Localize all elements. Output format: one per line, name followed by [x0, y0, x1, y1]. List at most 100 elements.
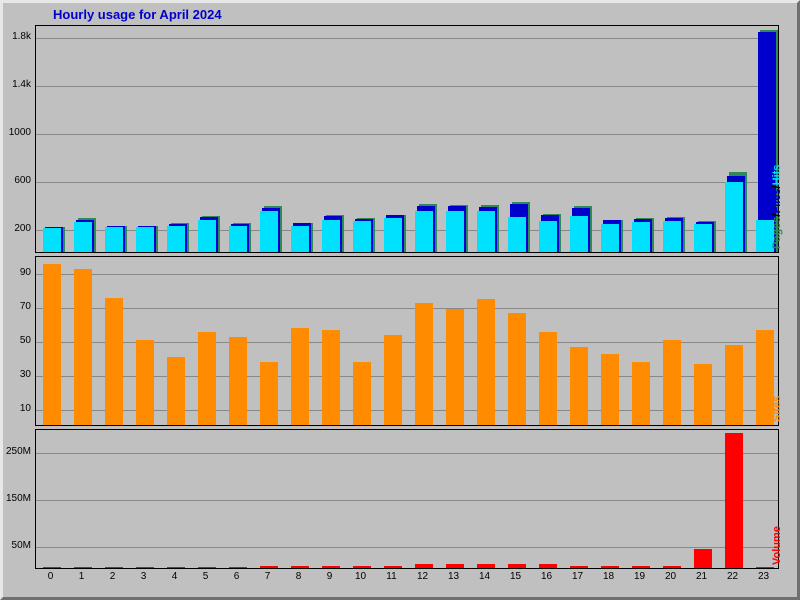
hits-bar [446, 211, 464, 252]
sites-bar [725, 345, 743, 425]
xtick-label: 20 [656, 571, 686, 582]
axis-label-bottom: Volume [771, 526, 783, 565]
hits-bar [167, 226, 185, 252]
hits-bar [74, 222, 92, 252]
sites-bar [601, 354, 619, 425]
xtick-label: 7 [253, 571, 283, 582]
hits-bar [105, 227, 123, 252]
sites-bar [136, 340, 154, 425]
gridline [36, 453, 778, 454]
volume-bar [384, 566, 402, 568]
ytick-label: 1.8k [5, 31, 31, 42]
hits-bar [260, 211, 278, 252]
volume-bar [353, 566, 371, 568]
sites-bar [632, 362, 650, 425]
xtick-label: 23 [749, 571, 779, 582]
ytick-label: 150M [5, 493, 31, 504]
gridline [36, 86, 778, 87]
volume-bar [198, 567, 216, 568]
volume-bar [694, 549, 712, 568]
volume-bar [508, 564, 526, 568]
xtick-label: 4 [160, 571, 190, 582]
xtick-label: 17 [563, 571, 593, 582]
xtick-label: 13 [439, 571, 469, 582]
ytick-label: 1000 [5, 127, 31, 138]
hits-bar [663, 221, 681, 252]
volume-bar [260, 566, 278, 568]
hits-bar [136, 227, 154, 252]
sites-bar [198, 332, 216, 426]
gridline [36, 274, 778, 275]
volume-bar [322, 566, 340, 568]
sites-bar [539, 332, 557, 426]
xtick-label: 19 [625, 571, 655, 582]
xtick-label: 1 [67, 571, 97, 582]
volume-bar [601, 566, 619, 568]
hits-bar [694, 224, 712, 252]
chart-frame: Hourly usage for April 2024 200 600 1000 1.… [0, 0, 800, 600]
hits-bar [477, 211, 495, 252]
gridline [36, 547, 778, 548]
sites-bar [384, 335, 402, 425]
gridline [36, 134, 778, 135]
hits-bar [384, 218, 402, 252]
sites-bar [74, 269, 92, 425]
gridline [36, 308, 778, 309]
xtick-label: 6 [222, 571, 252, 582]
ytick-label: 600 [5, 175, 31, 186]
sites-bar [167, 357, 185, 425]
hits-bar [601, 224, 619, 252]
gridline [36, 182, 778, 183]
chart-title: Hourly usage for April 2024 [53, 7, 222, 22]
sites-bar [353, 362, 371, 425]
ytick-label: 30 [5, 369, 31, 380]
volume-bar [632, 566, 650, 568]
hits-bar [198, 220, 216, 252]
hits-bar [632, 222, 650, 252]
xtick-label: 22 [718, 571, 748, 582]
hits-bar [322, 220, 340, 252]
sites-bar [105, 298, 123, 426]
ytick-label: 250M [5, 446, 31, 457]
volume-bar [539, 564, 557, 568]
volume-bar [570, 566, 588, 568]
volume-bar [446, 564, 464, 568]
volume-bar [136, 567, 154, 568]
panel-top [35, 25, 779, 253]
xtick-label: 5 [191, 571, 221, 582]
hits-bar [43, 228, 61, 252]
xtick-label: 15 [501, 571, 531, 582]
xtick-label: 2 [98, 571, 128, 582]
xtick-label: 18 [594, 571, 624, 582]
xtick-label: 16 [532, 571, 562, 582]
xtick-label: 10 [346, 571, 376, 582]
ytick-label: 200 [5, 223, 31, 234]
sites-bar [694, 364, 712, 425]
hits-bar [508, 217, 526, 252]
volume-bar [167, 567, 185, 568]
sites-bar [415, 303, 433, 425]
hits-bar [570, 216, 588, 252]
sites-bar [477, 299, 495, 425]
hits-bar [353, 221, 371, 252]
volume-bar [291, 566, 309, 568]
xtick-label: 8 [284, 571, 314, 582]
ytick-label: 50M [5, 540, 31, 551]
sites-bar [322, 330, 340, 425]
sites-bar [43, 264, 61, 426]
axis-label-top: Pages/Files/Hits [771, 165, 783, 249]
volume-bar [74, 567, 92, 568]
volume-bar [663, 566, 681, 568]
sites-bar [508, 313, 526, 425]
ytick-label: 70 [5, 301, 31, 312]
hits-bar [291, 226, 309, 252]
xtick-label: 9 [315, 571, 345, 582]
ytick-label: 90 [5, 267, 31, 278]
hits-bar [415, 211, 433, 252]
gridline [36, 500, 778, 501]
sites-bar [446, 309, 464, 425]
volume-bar [43, 567, 61, 568]
hits-bar [229, 226, 247, 252]
hits-bar [725, 182, 743, 252]
axis-label-middle: Sites [771, 396, 783, 422]
